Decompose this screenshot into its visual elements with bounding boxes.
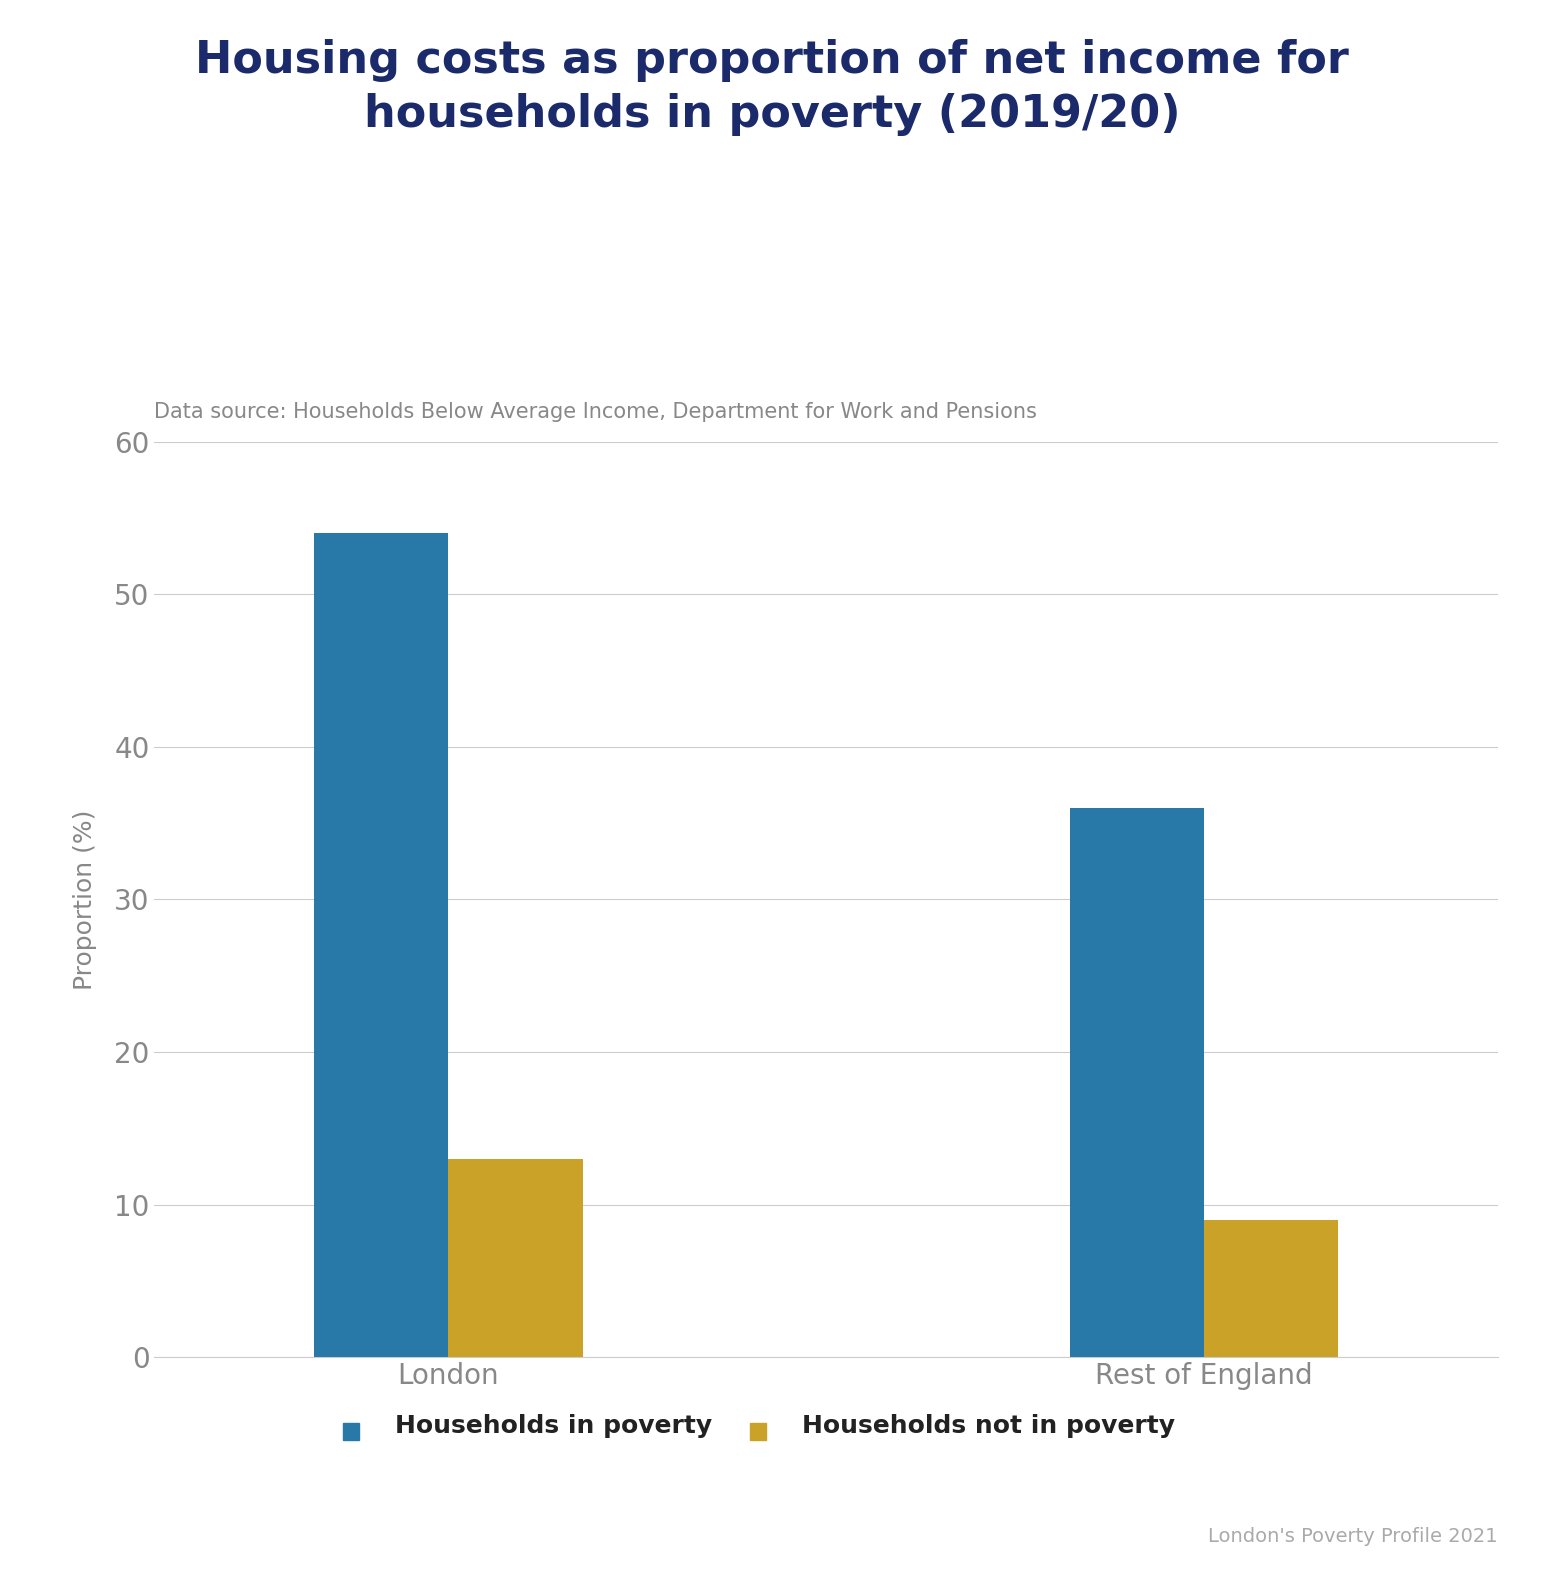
Bar [1204, 1220, 1339, 1357]
Y-axis label: Proportion (%): Proportion (%) [74, 810, 97, 989]
Bar [448, 1158, 582, 1357]
Bar [1070, 808, 1204, 1357]
Text: Housing costs as proportion of net income for
households in poverty (2019/20): Housing costs as proportion of net incom… [195, 39, 1349, 136]
Text: London's Poverty Profile 2021: London's Poverty Profile 2021 [1207, 1528, 1498, 1546]
Text: Data source: Households Below Average Income, Department for Work and Pensions: Data source: Households Below Average In… [154, 402, 1038, 423]
Bar [313, 533, 448, 1357]
Legend: Households in poverty, Households not in poverty: Households in poverty, Households not in… [332, 1400, 1186, 1450]
